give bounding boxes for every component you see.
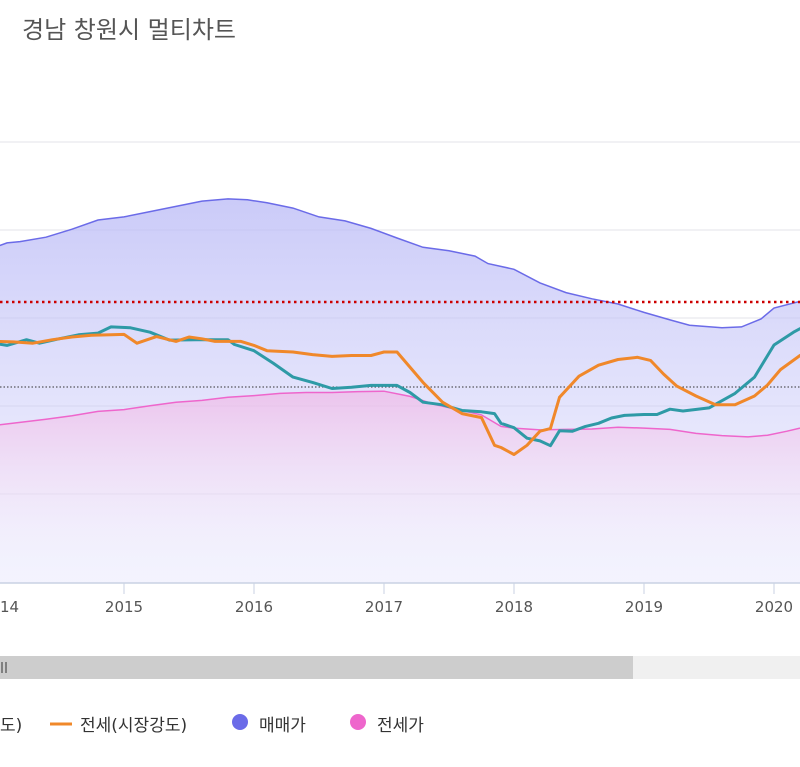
x-tick-label: 2016 [235, 598, 273, 616]
legend-item-maemae[interactable]: 매매가 [232, 714, 306, 736]
x-tick-label: 2017 [365, 598, 403, 616]
x-tick-label: 2019 [625, 598, 663, 616]
teal_line-series-line[interactable] [0, 325, 800, 448]
legend-item-jeonse[interactable]: 전세가 [350, 714, 424, 736]
area-series-layer [0, 198, 800, 583]
legend-item-orange[interactable]: 전세(시장강도) [50, 716, 187, 736]
legend-label: 매매가 [259, 716, 306, 736]
legend-item-teal[interactable]: 도) [0, 716, 22, 736]
legend-dot-marker [350, 714, 366, 730]
legend: 도) 전세(시장강도) 매매가 전세가 [0, 714, 424, 736]
legend-dot-marker [232, 714, 248, 730]
jeonse-area-fill [0, 391, 800, 583]
x-tick-label: 2015 [105, 598, 143, 616]
x-tick-label: 14 [0, 598, 19, 616]
chart-title: 경남 창원시 멀티차트 [22, 16, 236, 44]
navigator-grip-icon[interactable] [1, 662, 7, 673]
legend-label: 전세가 [377, 716, 424, 736]
maemae-area-line[interactable] [0, 198, 800, 329]
x-axis-ticks: 14 2015 2016 2017 2018 2019 2020 [0, 583, 793, 616]
orange_line-series-line[interactable] [0, 332, 800, 456]
x-tick-label: 2018 [495, 598, 533, 616]
legend-label: 도) [0, 716, 22, 736]
legend-label: 전세(시장강도) [80, 716, 187, 736]
line-series-layer [0, 325, 800, 456]
x-tick-label: 2020 [755, 598, 793, 616]
navigator-thumb[interactable] [0, 656, 633, 679]
